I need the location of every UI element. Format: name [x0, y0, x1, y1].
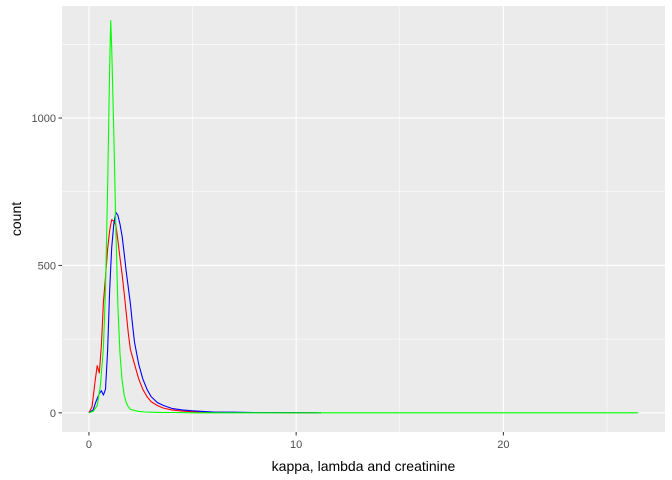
y-tick-label: 0 — [50, 408, 56, 420]
y-axis-title: count — [8, 202, 24, 236]
x-tick-label: 20 — [497, 439, 509, 451]
y-tick-label: 1000 — [32, 113, 56, 125]
x-tick-label: 0 — [86, 439, 92, 451]
minor-gridlines — [62, 6, 665, 432]
series-line-3 — [88, 20, 639, 414]
x-axis-title: kappa, lambda and creatinine — [272, 458, 456, 474]
x-axis-ticks: 0 10 20 — [86, 432, 509, 451]
y-tick-label: 500 — [38, 260, 56, 272]
x-tick-label: 10 — [290, 439, 302, 451]
series-layer — [88, 20, 639, 414]
series-line-2 — [88, 211, 322, 414]
plot-panel — [62, 6, 665, 432]
y-axis-ticks: 0 500 1000 — [32, 113, 62, 420]
series-line-1 — [88, 219, 317, 414]
